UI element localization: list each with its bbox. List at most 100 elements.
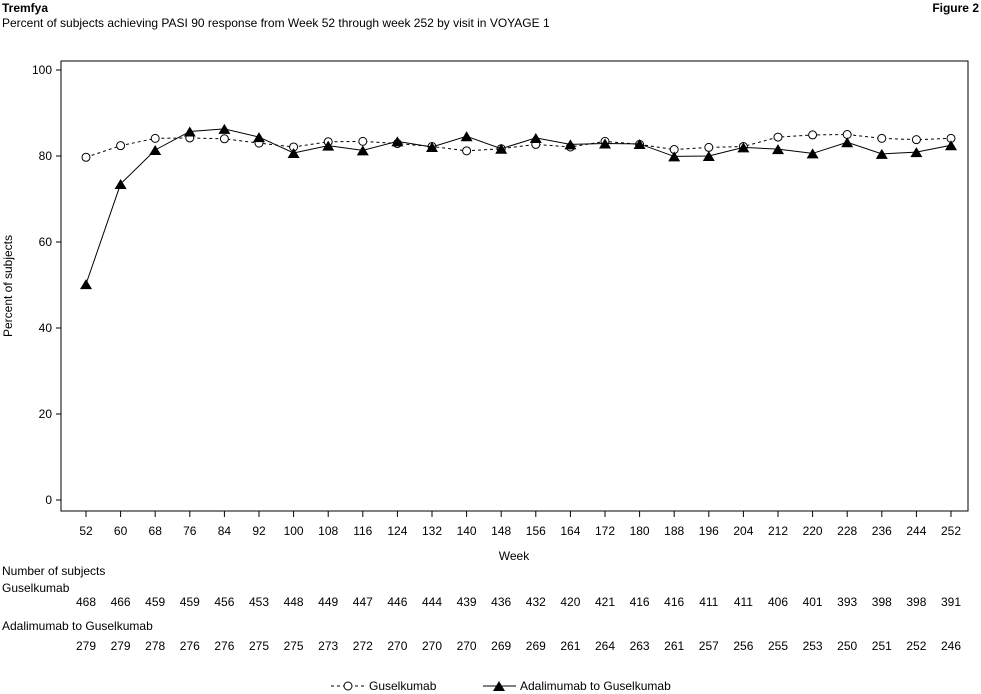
point-1-76 [183, 126, 196, 137]
point-1-52 [80, 279, 92, 290]
series-layer [80, 123, 957, 290]
y-tick-label-100: 100 [32, 63, 52, 77]
x-tick-label-148: 148 [491, 524, 511, 538]
count-cell-0-60: 466 [111, 595, 131, 609]
point-1-116 [356, 145, 369, 156]
point-1-188 [668, 151, 681, 162]
point-1-164 [564, 139, 577, 150]
series-line-1 [85, 128, 952, 285]
x-tick-label-204: 204 [733, 524, 753, 538]
point-0-212 [773, 132, 783, 142]
x-tick-label-76: 76 [183, 524, 197, 538]
count-cell-0-196: 411 [699, 595, 718, 609]
count-cell-0-172: 421 [595, 595, 615, 609]
count-cell-1-52: 279 [76, 639, 96, 653]
count-cell-0-124: 446 [387, 595, 407, 609]
y-tick-label-20: 20 [39, 407, 53, 421]
point-1-100 [287, 147, 300, 158]
count-cell-1-228: 250 [837, 639, 857, 653]
point-0-84 [219, 134, 229, 144]
x-tick-label-180: 180 [630, 524, 650, 538]
y-axis-label: Percent of subjects [1, 235, 15, 337]
count-cell-1-116: 272 [353, 639, 373, 653]
legend-marker-guselkumab [343, 681, 353, 691]
point-1-236 [875, 148, 888, 159]
count-cell-1-68: 278 [145, 639, 165, 653]
point-1-124 [391, 136, 404, 147]
series-0 [81, 130, 956, 162]
count-cell-1-180: 263 [630, 639, 650, 653]
count-cell-0-228: 393 [837, 595, 857, 609]
x-tick-label-196: 196 [699, 524, 719, 538]
series-1 [80, 123, 957, 290]
count-cell-1-100: 275 [284, 639, 304, 653]
y-tick-label-60: 60 [39, 235, 53, 249]
count-cell-0-100: 448 [284, 595, 304, 609]
count-cell-0-220: 401 [803, 595, 823, 609]
y-axis: 0 20 40 60 80 100 [32, 63, 61, 507]
count-row-label-guselkumab: Guselkumab [2, 581, 70, 595]
x-tick-label-124: 124 [387, 524, 407, 538]
count-cell-1-212: 255 [768, 639, 788, 653]
count-cell-0-204: 411 [734, 595, 753, 609]
x-tick-label-60: 60 [114, 524, 128, 538]
count-cell-0-188: 416 [664, 595, 684, 609]
point-1-60 [114, 178, 127, 189]
x-tick-label-92: 92 [252, 524, 266, 538]
x-tick-label-68: 68 [149, 524, 163, 538]
point-1-84 [218, 123, 231, 134]
count-cell-0-76: 459 [180, 595, 200, 609]
y-tick-label-0: 0 [45, 493, 52, 507]
count-cell-0-116: 447 [353, 595, 373, 609]
count-cell-1-92: 275 [249, 639, 269, 653]
count-table-title: Number of subjects [2, 564, 105, 578]
point-0-220 [808, 130, 818, 140]
x-tick-label-212: 212 [768, 524, 788, 538]
count-cell-1-220: 253 [803, 639, 823, 653]
count-cell-1-140: 270 [457, 639, 477, 653]
legend-label-adalimumab: Adalimumab to Guselkumab [520, 679, 671, 693]
point-1-148 [495, 143, 508, 154]
count-cell-0-84: 456 [214, 595, 234, 609]
point-1-156 [529, 132, 542, 143]
count-cell-0-156: 432 [526, 595, 546, 609]
count-cell-1-108: 273 [318, 639, 338, 653]
point-1-244 [910, 147, 923, 158]
x-tick-label-140: 140 [457, 524, 477, 538]
x-tick-label-164: 164 [560, 524, 580, 538]
count-cell-1-156: 269 [526, 639, 546, 653]
legend-label-guselkumab: Guselkumab [369, 679, 437, 693]
count-cell-1-188: 261 [664, 639, 684, 653]
point-0-60 [116, 141, 126, 151]
x-tick-label-252: 252 [941, 524, 961, 538]
x-tick-label-132: 132 [422, 524, 442, 538]
figure-label: Figure 2 [932, 1, 979, 15]
series-line-0 [85, 133, 952, 158]
point-1-252 [945, 140, 957, 151]
count-cell-0-92: 453 [249, 595, 269, 609]
count-cell-1-148: 269 [491, 639, 511, 653]
point-1-172 [599, 138, 611, 149]
legend-marker-adalimumab [493, 681, 505, 691]
point-1-228 [841, 137, 854, 148]
count-cell-1-204: 256 [733, 639, 753, 653]
count-cell-0-212: 406 [768, 595, 788, 609]
plot-frame [60, 60, 969, 512]
count-cell-1-132: 270 [422, 639, 442, 653]
legend: Guselkumab Adalimumab to Guselkumab [331, 679, 671, 693]
point-1-212 [772, 144, 784, 155]
point-0-68 [150, 133, 160, 143]
x-tick-label-116: 116 [353, 524, 372, 538]
point-1-220 [806, 148, 819, 159]
count-cell-1-60: 279 [111, 639, 131, 653]
count-cell-0-236: 398 [872, 595, 892, 609]
count-cell-0-140: 439 [457, 595, 477, 609]
count-cell-0-132: 444 [422, 595, 442, 609]
point-1-204 [737, 142, 750, 153]
point-1-92 [253, 132, 265, 143]
x-axis: 52 60 68 76 84 92 100 108 116 124 132 140 148 156 164 1… [79, 511, 961, 538]
count-cell-1-76: 276 [180, 639, 200, 653]
chart-subtitle: Percent of subjects achieving PASI 90 re… [2, 16, 550, 30]
x-tick-label-228: 228 [837, 524, 857, 538]
